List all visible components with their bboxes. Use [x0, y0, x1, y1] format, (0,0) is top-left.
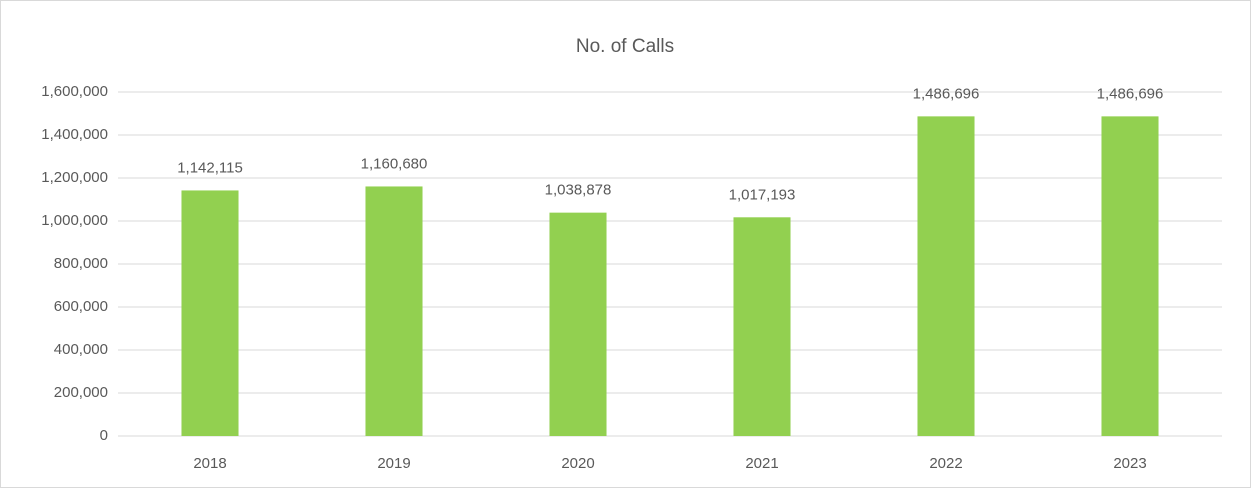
- data-label: 1,486,696: [913, 85, 980, 102]
- bar: [181, 190, 239, 436]
- bar: [1101, 116, 1159, 437]
- y-tick-label: 0: [100, 427, 108, 444]
- data-label: 1,486,696: [1097, 85, 1164, 102]
- data-label: 1,142,115: [177, 159, 243, 176]
- y-tick-label: 1,000,000: [41, 212, 108, 229]
- bar: [365, 186, 423, 436]
- bar: [733, 217, 791, 436]
- bar: [549, 212, 607, 436]
- x-tick-label: 2023: [1113, 455, 1146, 472]
- x-tick-label: 2018: [193, 455, 226, 472]
- x-tick-label: 2021: [745, 455, 778, 472]
- bar: [917, 116, 975, 437]
- data-label: 1,160,680: [361, 155, 428, 172]
- y-tick-label: 1,400,000: [41, 126, 108, 143]
- x-tick-label: 2022: [929, 455, 962, 472]
- y-tick-label: 1,200,000: [41, 169, 108, 186]
- y-tick-label: 200,000: [54, 384, 108, 401]
- y-tick-label: 400,000: [54, 341, 108, 358]
- y-tick-label: 800,000: [54, 255, 108, 272]
- chart-title: No. of Calls: [576, 36, 674, 57]
- y-tick-label: 600,000: [54, 298, 108, 315]
- x-tick-label: 2019: [377, 455, 410, 472]
- y-tick-label: 1,600,000: [41, 83, 108, 100]
- data-label: 1,017,193: [729, 186, 796, 203]
- x-tick-label: 2020: [561, 455, 594, 472]
- data-label: 1,038,878: [545, 182, 612, 199]
